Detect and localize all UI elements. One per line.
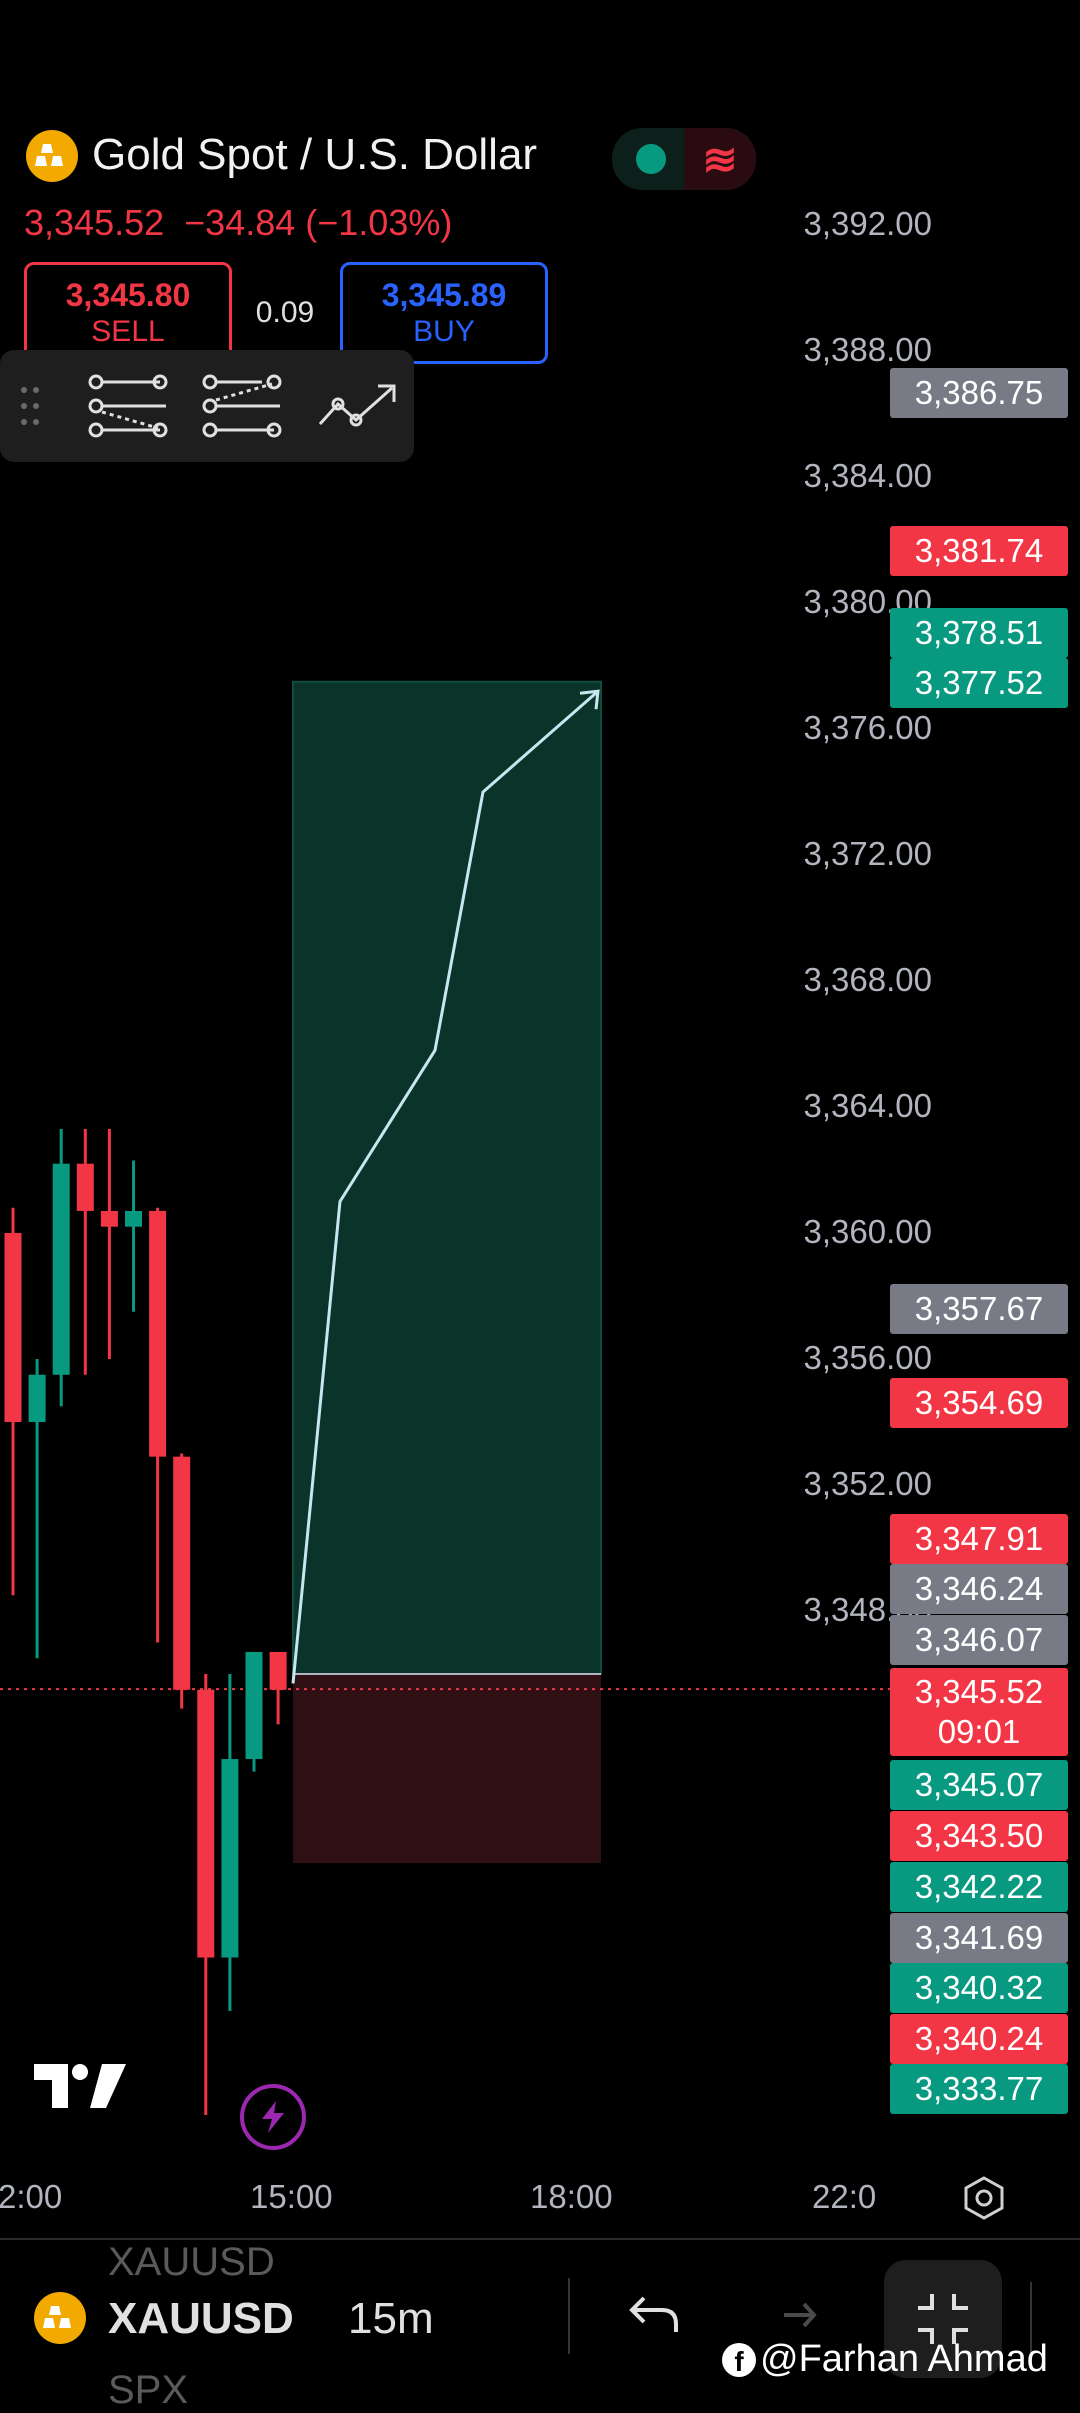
candle-body [28, 1374, 46, 1422]
candle-body [76, 1163, 94, 1211]
bottom-bar: XAUUSD SPX XAUUSD 15m f @Farhan Ahmad [0, 2238, 1080, 2412]
candle-body [269, 1651, 287, 1690]
time-label: 18:00 [530, 2178, 613, 2215]
price-label: 3,342.22 [890, 1862, 1068, 1912]
time-label: 15:00 [250, 2178, 333, 2215]
realtime-wave-icon: ≋ [684, 128, 756, 190]
divider [1030, 2282, 1032, 2354]
market-open-dot [636, 144, 666, 174]
next-symbol: SPX [108, 2368, 189, 2412]
bottom-symbol-logo [34, 2292, 86, 2344]
short-position-icon[interactable] [202, 372, 282, 440]
sell-button[interactable]: 3,345.80 SELL [24, 262, 232, 364]
price-label: 3,341.69 [890, 1913, 1068, 1963]
collapse-icon [918, 2294, 968, 2344]
price-tick: 3,368.00 [803, 961, 932, 998]
spread-value: 0.09 [255, 296, 315, 329]
price-change: −34.84 (−1.03%) [184, 202, 453, 243]
long-position-icon[interactable] [88, 372, 168, 440]
price-quote: 3,345.52 −34.84 (−1.03%) [24, 202, 452, 244]
gold-bars-icon [43, 2306, 71, 2328]
candle-body [149, 1210, 167, 1457]
candle-body [100, 1210, 118, 1227]
price-tick: 3,384.00 [803, 457, 932, 494]
fullscreen-button[interactable] [884, 2260, 1002, 2378]
undo-icon[interactable] [628, 2294, 680, 2334]
gold-bars-icon [35, 144, 63, 166]
price-label: 3,377.52 [890, 658, 1068, 708]
price-label: 3,343.50 [890, 1811, 1068, 1861]
drawing-toolbar [0, 350, 414, 462]
candle-body [245, 1651, 263, 1760]
forecast-path [291, 690, 599, 1684]
redo-icon[interactable] [780, 2298, 820, 2332]
stop-zone [293, 1674, 601, 1863]
candle-body [125, 1210, 142, 1227]
flash-button[interactable] [240, 2084, 306, 2150]
target-zone [292, 680, 602, 1675]
price-label: 3,357.67 [890, 1284, 1068, 1334]
bar-countdown: 09:01 [937, 1713, 1021, 1750]
price-tick: 3,356.00 [803, 1339, 932, 1376]
buy-button[interactable]: 3,345.89 BUY [340, 262, 548, 364]
candle-body [52, 1163, 70, 1375]
sell-label: SELL [91, 315, 165, 348]
price-label: 3,333.77 [890, 2064, 1068, 2114]
watermark-text: @Farhan Ahmad [760, 2338, 1048, 2380]
drag-handle-icon[interactable] [18, 384, 42, 428]
time-label: 22:0 [812, 2178, 877, 2215]
price-tick: 3,364.00 [803, 1087, 932, 1124]
price-tick: 3,392.00 [803, 205, 932, 242]
symbol-selector[interactable]: XAUUSD [108, 2294, 294, 2343]
forecast-icon[interactable] [316, 378, 400, 434]
candle-body [221, 1759, 239, 1958]
price-label: 3,346.24 [890, 1564, 1068, 1614]
market-status-pill[interactable]: ≋ [612, 128, 756, 190]
candle-body [197, 1689, 215, 1958]
price-label: 3,347.91 [890, 1514, 1068, 1564]
hexagon-settings-icon[interactable] [960, 2174, 1008, 2222]
tradingview-logo [34, 2064, 126, 2108]
price-label: 3,386.75 [890, 368, 1068, 418]
price-label: 3,340.24 [890, 2014, 1068, 2064]
price-chart[interactable] [0, 0, 890, 2160]
sell-price: 3,345.80 [65, 277, 191, 313]
price-tick: 3,352.00 [803, 1465, 932, 1502]
symbol-logo [26, 130, 78, 182]
facebook-icon: f [722, 2342, 756, 2377]
candle-body [173, 1456, 191, 1690]
price-tick: 3,360.00 [803, 1213, 932, 1250]
price-label: 3,354.69 [890, 1378, 1068, 1428]
price-tick: 3,372.00 [803, 835, 932, 872]
interval-selector[interactable]: 15m [348, 2294, 434, 2343]
price-axis[interactable]: 3,392.00 3,388.00 3,384.00 3,380.00 3,376.00… [804, 0, 1080, 2200]
divider [568, 2278, 570, 2354]
current-price-label: 3,345.52 09:01 [890, 1668, 1068, 1756]
buy-price: 3,345.89 [381, 277, 507, 313]
price-label: 3,346.07 [890, 1615, 1068, 1665]
forecast-arrowhead [579, 689, 600, 710]
price-label: 3,345.07 [890, 1760, 1068, 1810]
price-label: 3,381.74 [890, 526, 1068, 576]
current-price-value: 3,345.52 [914, 1673, 1044, 1710]
prev-symbol: XAUUSD [108, 2240, 275, 2284]
last-price: 3,345.52 [24, 202, 165, 243]
price-tick: 3,388.00 [803, 331, 932, 368]
symbol-title[interactable]: Gold Spot / U.S. Dollar [92, 130, 538, 179]
time-label: 2:00 [0, 2178, 63, 2215]
price-label: 3,378.51 [890, 608, 1068, 658]
buy-label: BUY [413, 315, 475, 348]
candle-body [4, 1233, 22, 1422]
price-label: 3,340.32 [890, 1963, 1068, 2013]
watermark: f @Farhan Ahmad [722, 2338, 1048, 2381]
lightning-icon [262, 2101, 284, 2133]
price-tick: 3,376.00 [803, 709, 932, 746]
